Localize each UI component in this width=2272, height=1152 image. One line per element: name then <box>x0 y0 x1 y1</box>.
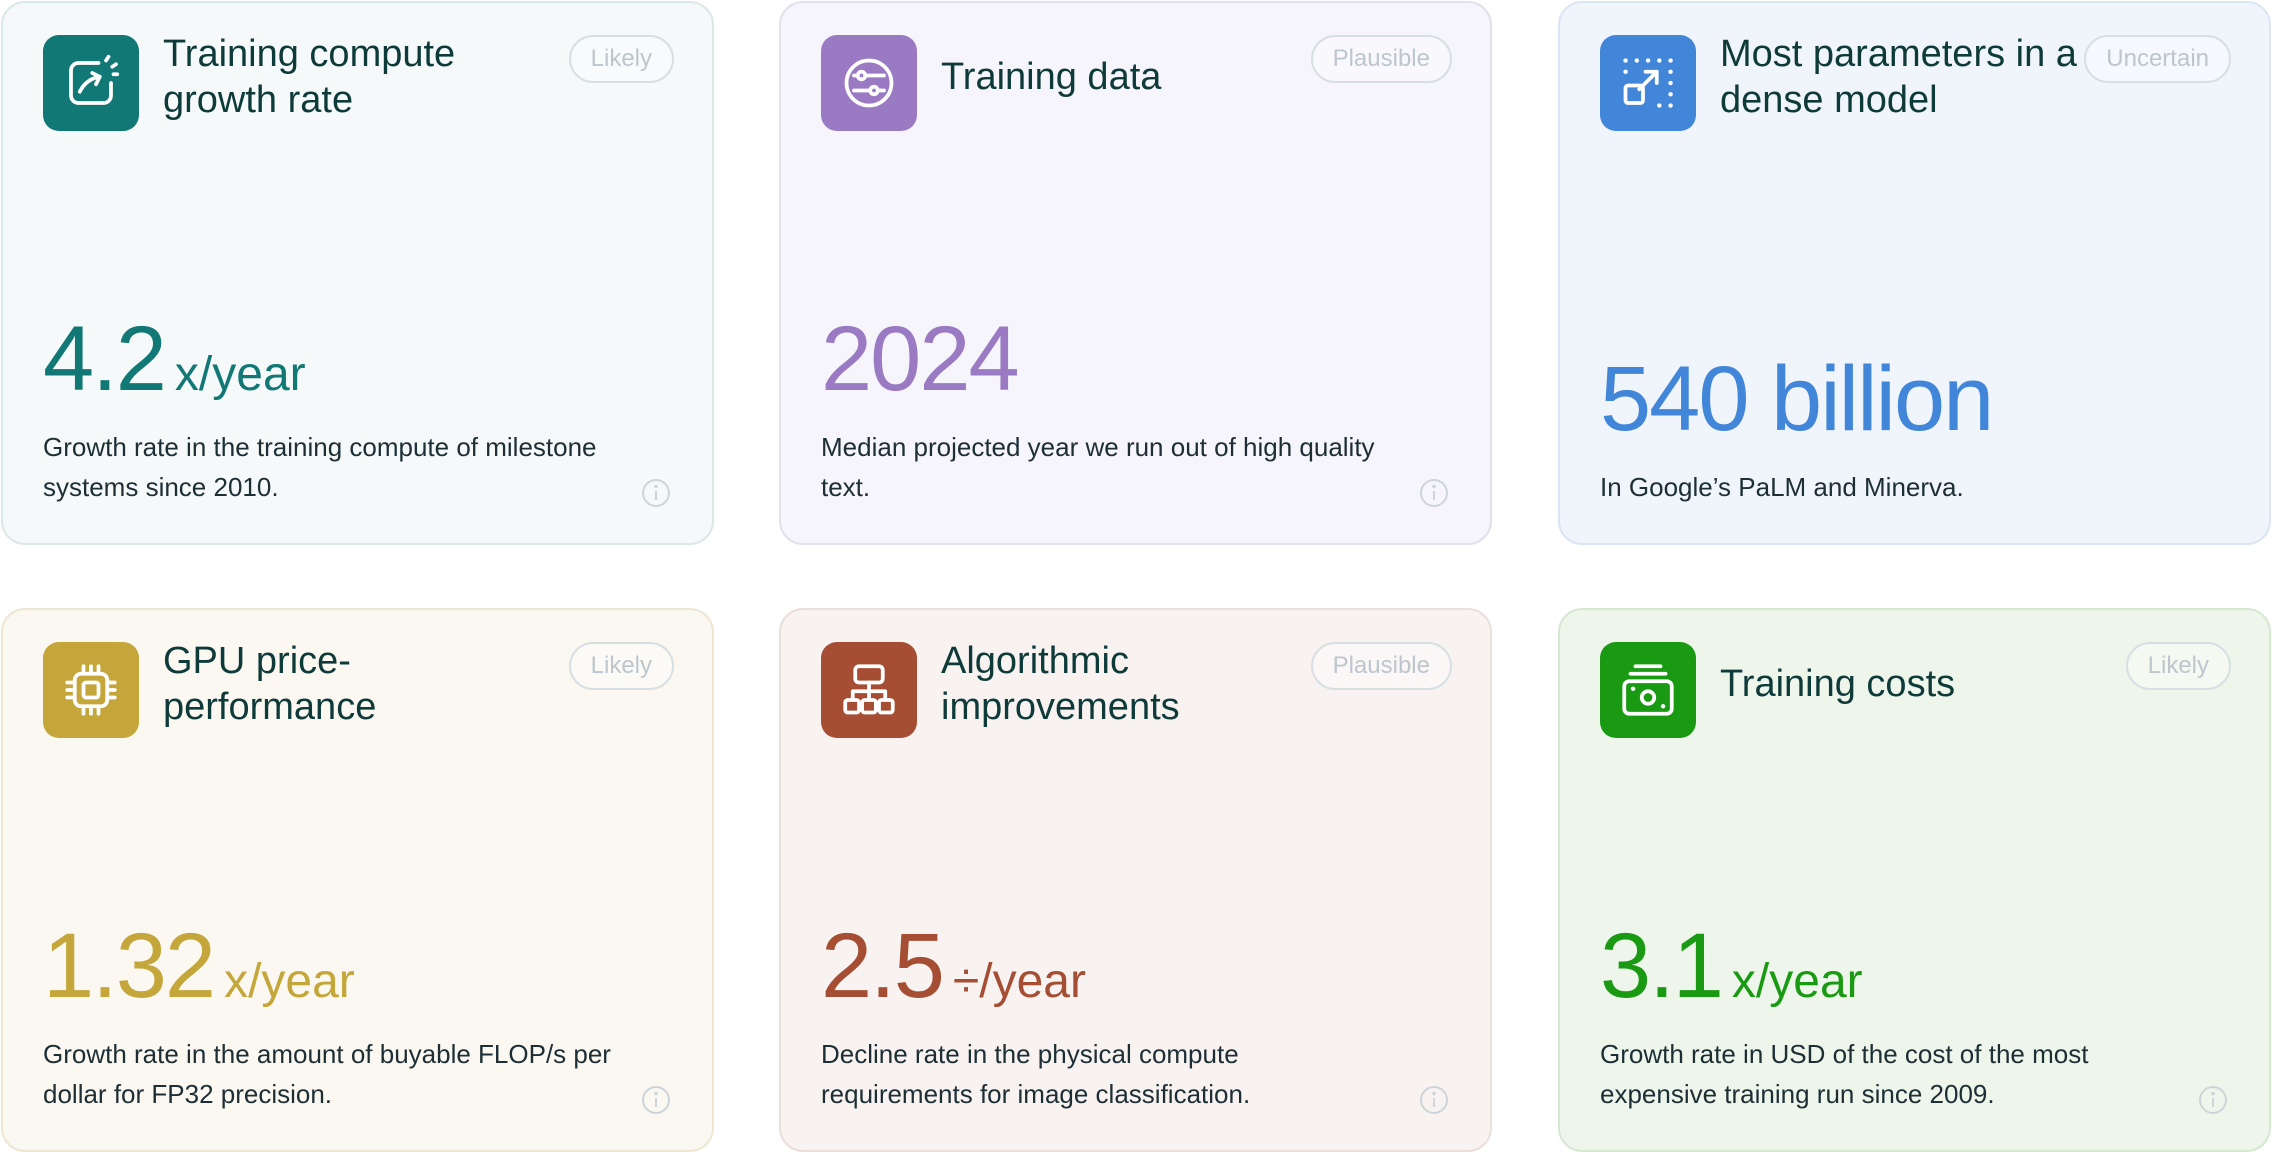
confidence-badge: Likely <box>568 35 674 83</box>
metric: 2024 <box>821 313 1028 405</box>
expand-arrow-icon <box>1623 58 1673 108</box>
info-icon[interactable] <box>2197 1084 2229 1116</box>
metric-unit: x/year <box>1731 955 1863 1008</box>
metric-unit: x/year <box>174 348 306 401</box>
card-title: Training compute growth rate <box>163 33 456 121</box>
chart-arrow-icon <box>69 54 120 105</box>
metric-value: 1.32 <box>43 915 216 1017</box>
icon-tile <box>43 35 139 131</box>
metric: 2.5 ÷/year <box>821 920 1086 1012</box>
metric: 4.2 x/year <box>43 313 306 405</box>
card-description: Growth rate in USD of the cost of the mo… <box>1600 1039 2089 1109</box>
metric-card-most-parameters[interactable]: Most parameters in a dense model Uncerta… <box>1558 1 2271 545</box>
info-icon[interactable] <box>1418 477 1450 509</box>
card-title: GPU price-performance <box>163 640 377 728</box>
metric-value: 3.1 <box>1600 915 1724 1017</box>
card-description: Growth rate in the amount of buyable FLO… <box>43 1039 611 1109</box>
card-title: Training data <box>941 56 1162 98</box>
card-title: Algorithmic improvements <box>941 640 1180 728</box>
card-description: Decline rate in the physical compute req… <box>821 1039 1251 1109</box>
card-description: Growth rate in the training compute of m… <box>43 432 597 502</box>
metric-value: 4.2 <box>43 308 167 410</box>
money-stack-icon <box>1622 664 1674 716</box>
metric-unit: ÷/year <box>952 955 1086 1008</box>
confidence-badge: Likely <box>568 642 674 690</box>
confidence-badge: Plausible <box>1310 642 1452 690</box>
metric-value: 2024 <box>821 308 1020 410</box>
metric: 3.1 x/year <box>1600 920 1863 1012</box>
metric-value: 540 billion <box>1600 348 1994 450</box>
info-icon[interactable] <box>640 477 672 509</box>
metric-unit: x/year <box>224 955 355 1008</box>
chip-icon <box>65 664 117 716</box>
metric-card-algorithmic-improvements[interactable]: Algorithmic improvements Plausible 2.5 ÷… <box>779 608 1492 1152</box>
card-description: Median projected year we run out of high… <box>821 432 1375 502</box>
metric-card-gpu-price-performance[interactable]: GPU price-performance Likely 1.32 x/year… <box>1 608 714 1152</box>
hierarchy-icon <box>843 664 895 715</box>
metric-card-training-data[interactable]: Training data Plausible 2024 Median proj… <box>779 1 1492 545</box>
metric: 1.32 x/year <box>43 920 355 1012</box>
metric: 540 billion <box>1600 353 2002 445</box>
icon-tile <box>43 642 139 738</box>
card-description: In Google’s PaLM and Minerva. <box>1600 472 1964 502</box>
confidence-badge: Uncertain <box>2084 35 2231 83</box>
card-title: Training costs <box>1720 663 1956 705</box>
confidence-badge: Likely <box>2125 642 2231 690</box>
metric-card-training-costs[interactable]: Training costs Likely 3.1 x/year Growth … <box>1558 608 2271 1152</box>
card-title: Most parameters in a dense model <box>1720 33 2077 121</box>
metric-card-training-compute[interactable]: Training compute growth rate Likely 4.2 … <box>1 1 714 545</box>
icon-tile <box>1600 642 1696 738</box>
data-sliders-icon <box>844 58 894 108</box>
metric-value: 2.5 <box>821 915 945 1017</box>
confidence-badge: Plausible <box>1310 35 1452 83</box>
icon-tile <box>821 642 917 738</box>
icon-tile <box>821 35 917 131</box>
info-icon[interactable] <box>640 1084 672 1116</box>
icon-tile <box>1600 35 1696 131</box>
info-icon[interactable] <box>1418 1084 1450 1116</box>
